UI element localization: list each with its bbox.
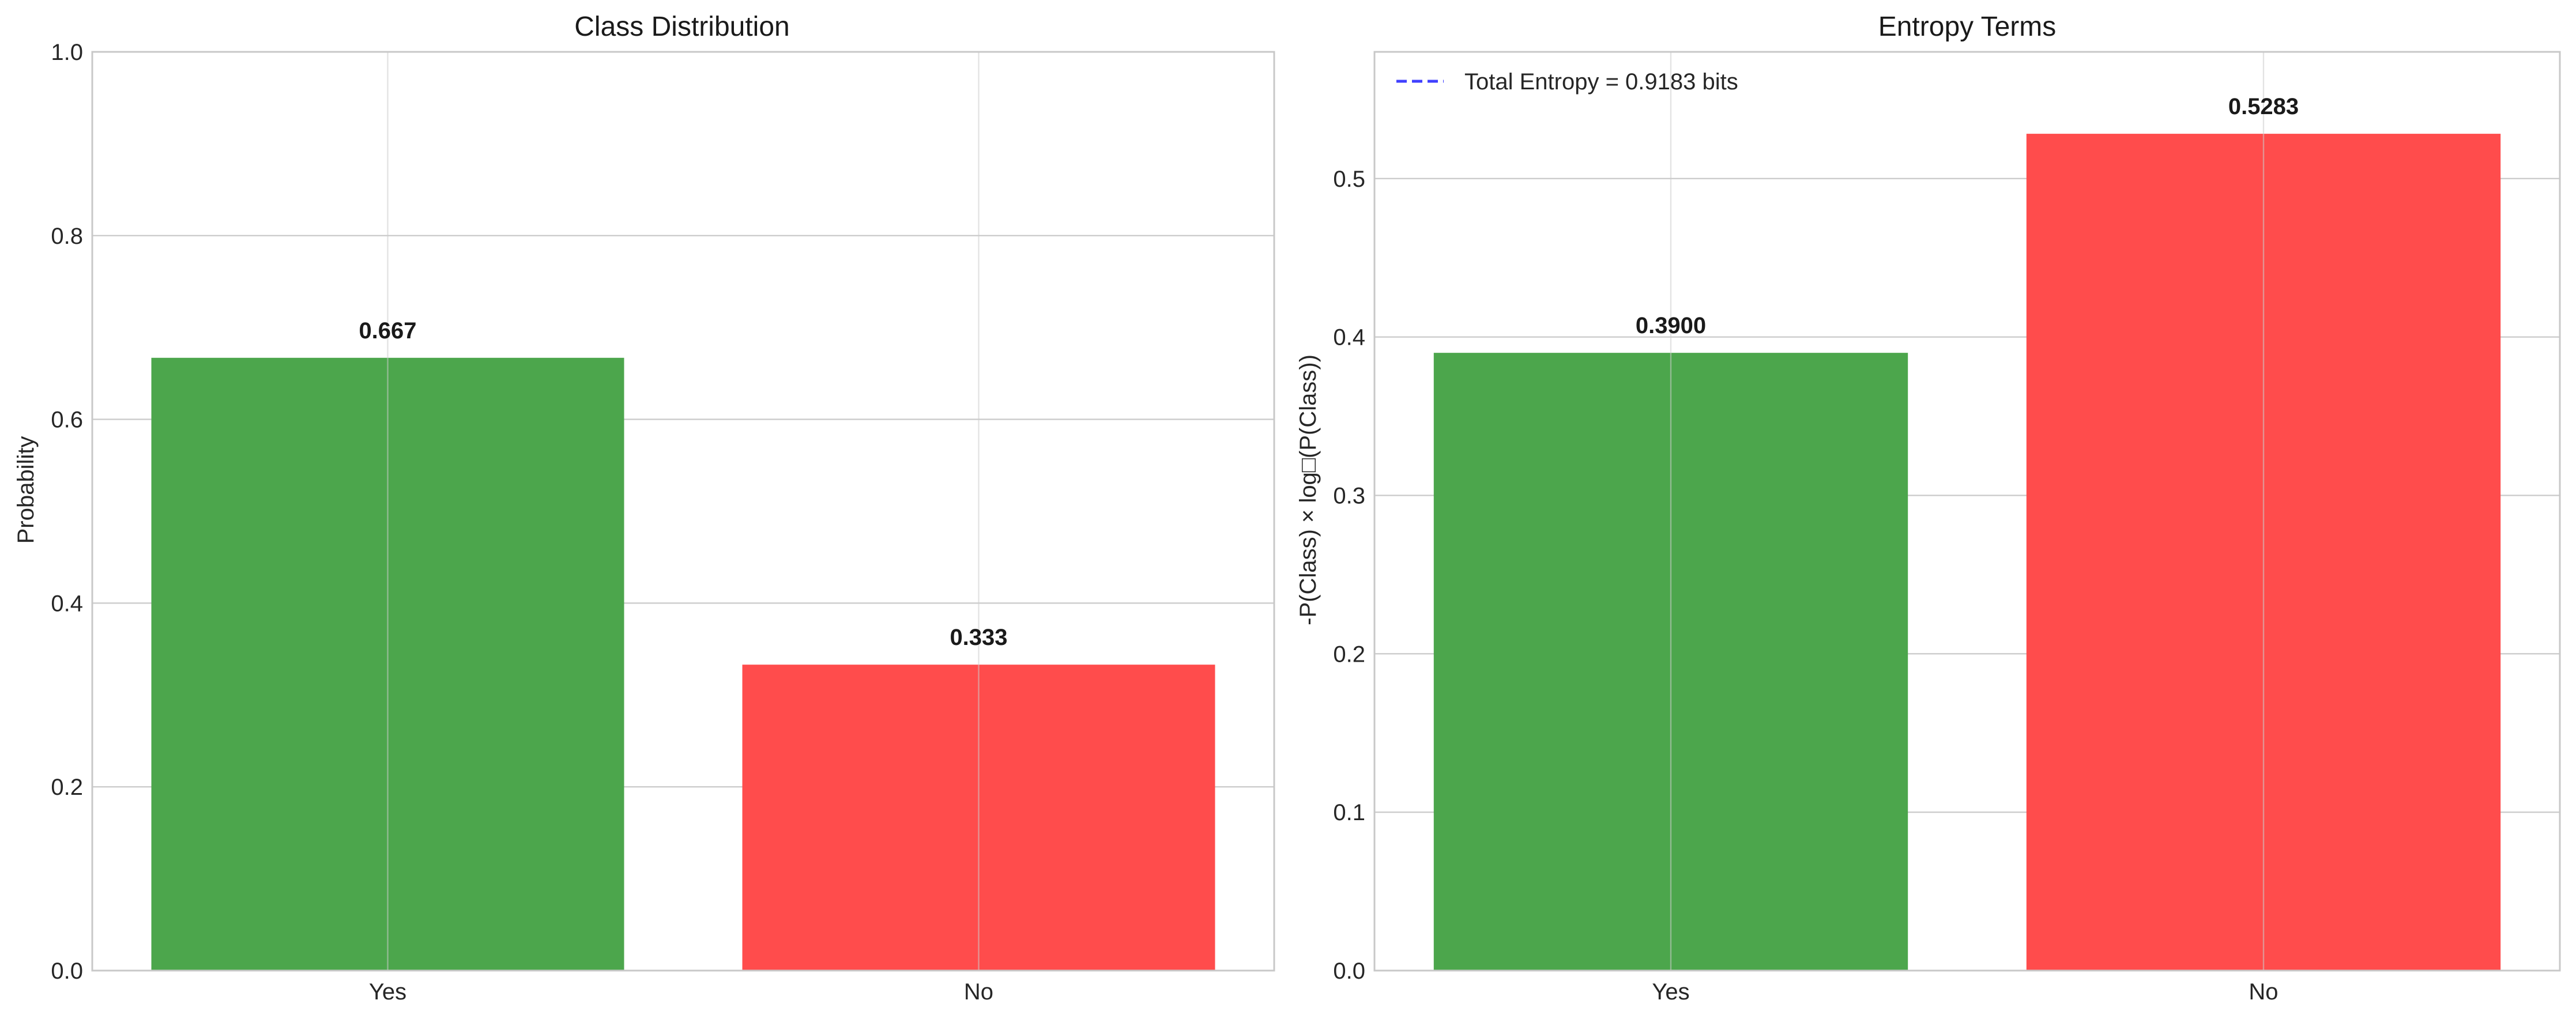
y-tick-label: 0.5 <box>1333 167 1365 192</box>
x-tick-label: Yes <box>1652 979 1689 1005</box>
y-tick-label: 0.1 <box>1333 800 1365 825</box>
x-tick-label: No <box>2249 979 2278 1005</box>
bar-value-label: 0.5283 <box>2228 94 2299 119</box>
legend-entry-label: Total Entropy = 0.9183 bits <box>1464 69 1738 95</box>
entropy-terms-title: Entropy Terms <box>1878 12 2057 42</box>
entropy-terms-subplot: Entropy Terms -P(Class) × log□(P(Class))… <box>1295 12 2561 1005</box>
y-tick-label: 0.3 <box>1333 484 1365 509</box>
entropy-terms-plot-area: 0.0 0.1 0.2 0.3 0.4 0.5 Yes No 0.3900 0.5283 <box>1333 51 2561 1005</box>
class-distribution-plot-area: 0.0 0.2 0.4 0.6 0.8 1.0 Yes No 0.667 0.333 <box>51 40 1275 1005</box>
probability-y-axis-label: Probability <box>13 436 39 544</box>
class-distribution-title: Class Distribution <box>574 12 789 42</box>
x-tick-label: No <box>964 979 993 1005</box>
axes-frame <box>91 51 1275 972</box>
class-distribution-subplot: Class Distribution Probability 0.0 0.2 0.4… <box>13 12 1275 1005</box>
y-tick-label: 1.0 <box>51 40 83 65</box>
y-tick-label: 0.8 <box>51 224 83 249</box>
y-tick-label: 0.4 <box>1333 325 1365 350</box>
legend: Total Entropy = 0.9183 bits <box>1396 69 1738 95</box>
axes-frame <box>1373 51 2561 972</box>
bar-value-label: 0.667 <box>359 318 416 344</box>
y-tick-label: 0.2 <box>1333 641 1365 667</box>
y-tick-label: 0.6 <box>51 407 83 433</box>
y-tick-label: 0.4 <box>51 591 83 616</box>
y-tick-label: 0.0 <box>51 958 83 984</box>
y-tick-label: 0.0 <box>1333 958 1365 984</box>
entropy-y-axis-label: -P(Class) × log□(P(Class)) <box>1295 354 1321 625</box>
bar-value-label: 0.3900 <box>1636 313 1706 338</box>
y-tick-label: 0.2 <box>51 775 83 800</box>
x-tick-label: Yes <box>369 979 406 1005</box>
bar-value-label: 0.333 <box>950 625 1007 650</box>
